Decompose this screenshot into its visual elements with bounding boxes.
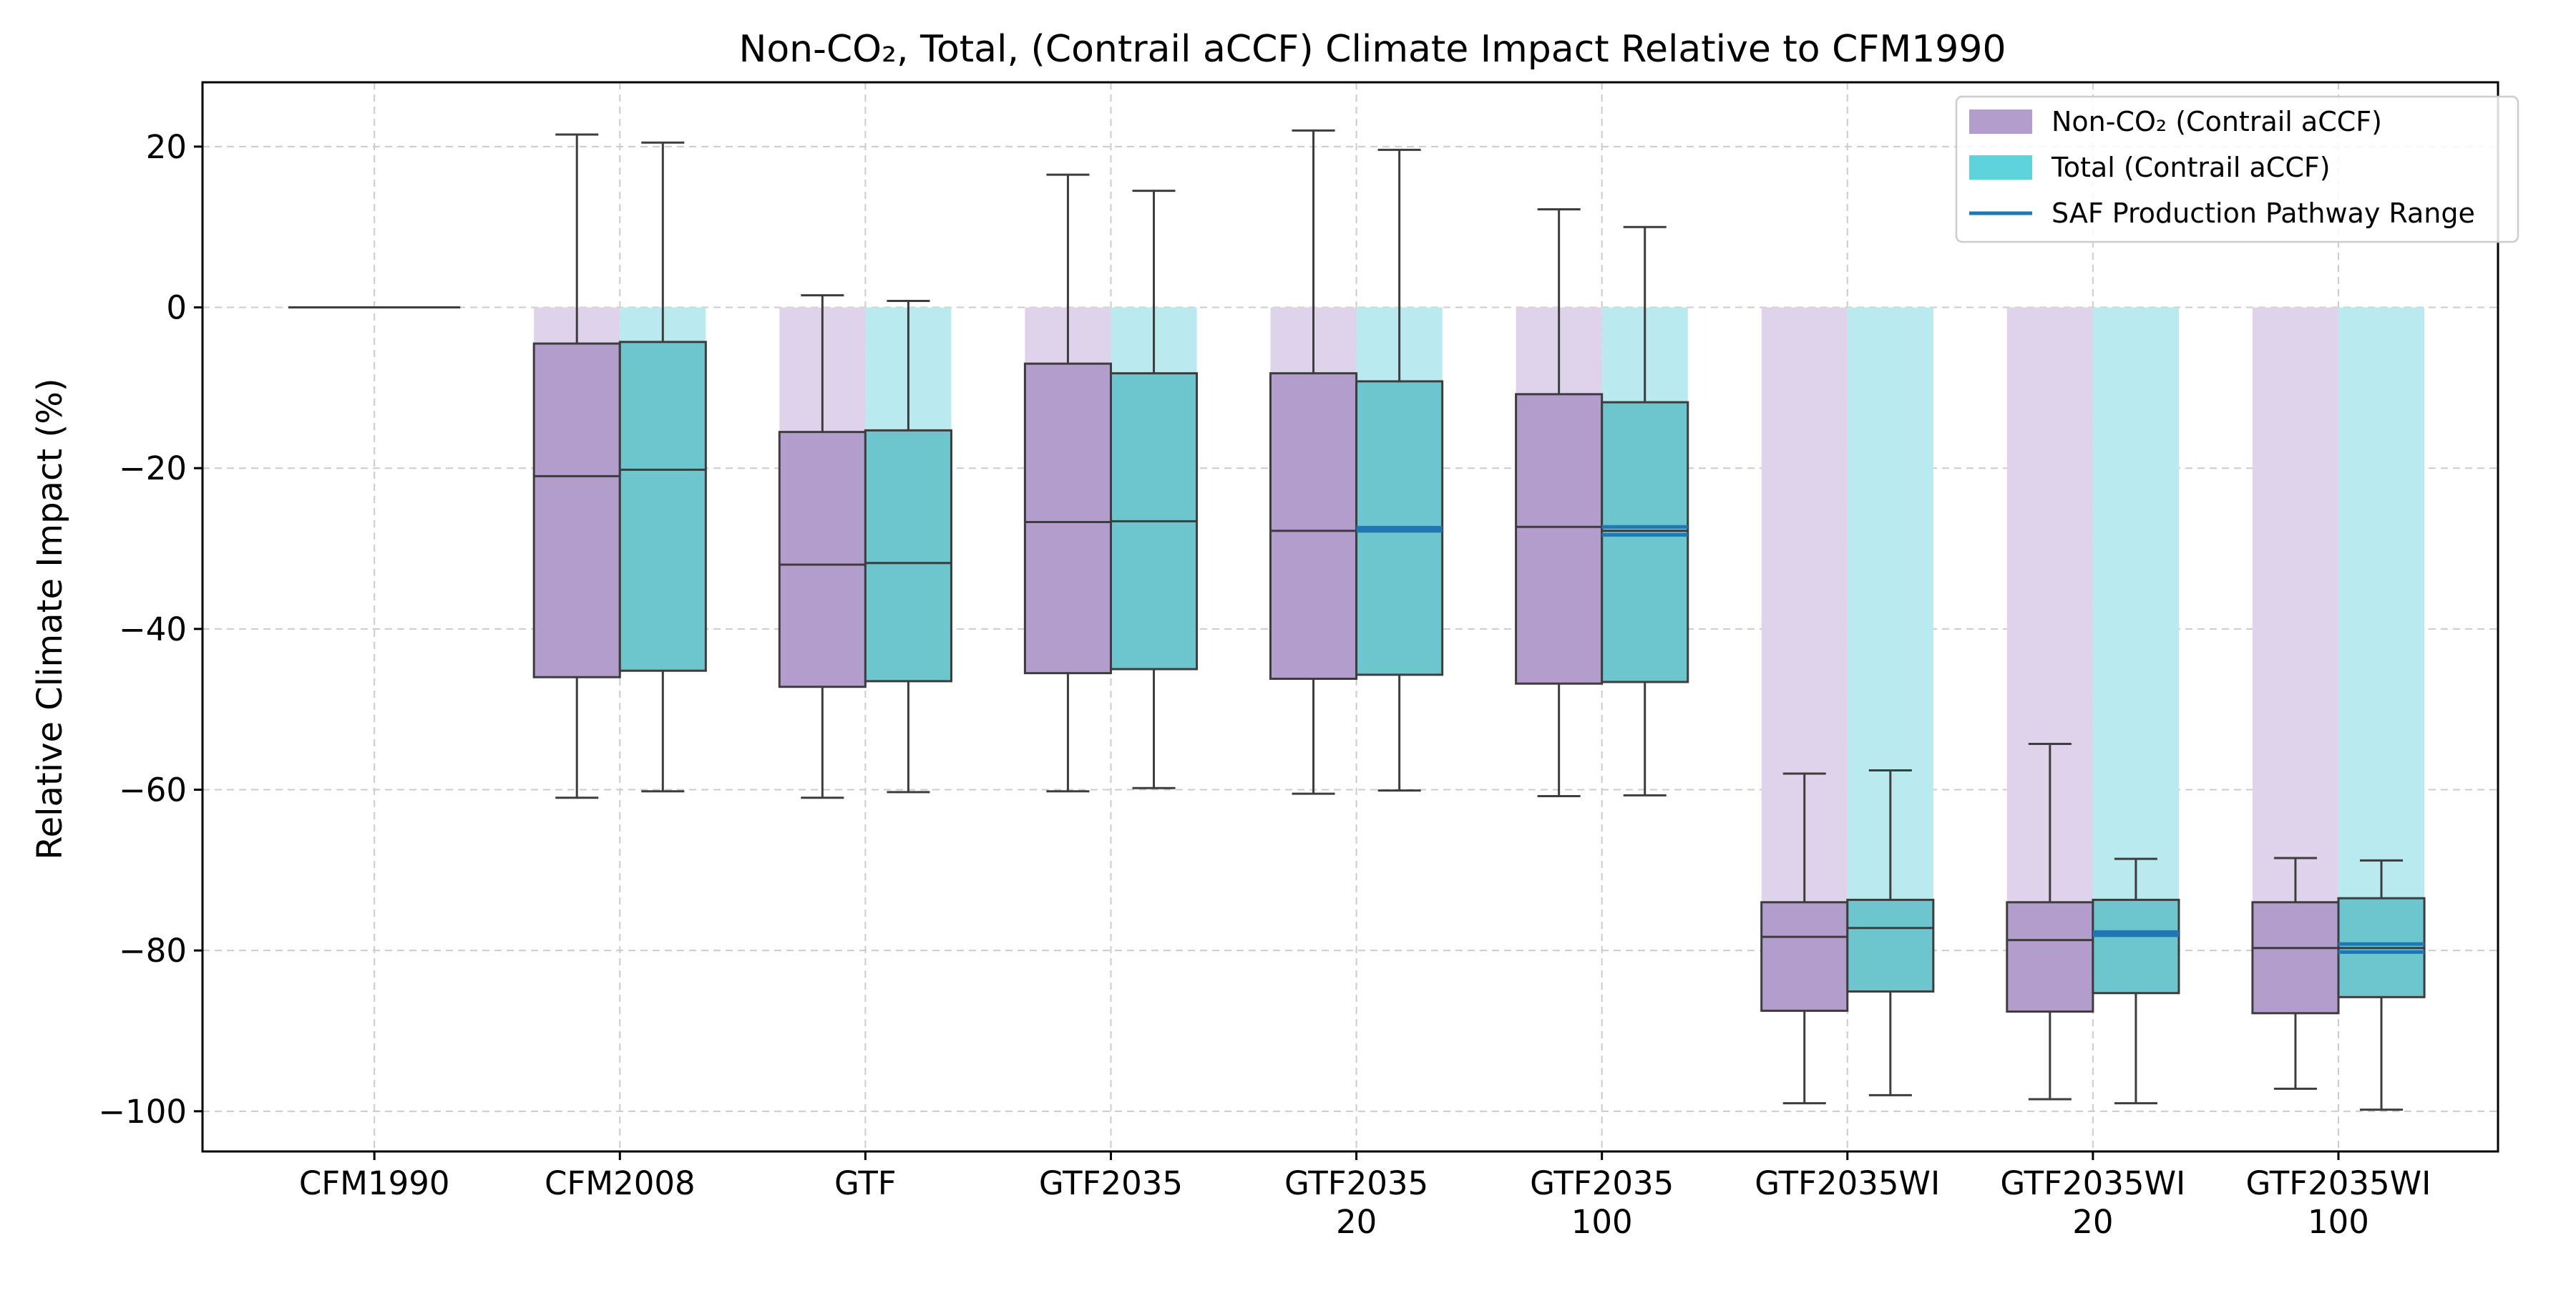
x-tick-label: 20 — [1336, 1203, 1377, 1241]
y-tick-label: −80 — [119, 932, 187, 970]
noco2-box — [2006, 901, 2094, 1013]
x-tick-label: GTF2035 — [1530, 1164, 1674, 1202]
y-tick-label: 0 — [166, 289, 187, 327]
x-tick-label: 20 — [2072, 1203, 2113, 1241]
noco2-box — [778, 431, 867, 688]
noco2-range-bar — [2252, 307, 2338, 902]
x-tick-label: GTF2035 — [1284, 1164, 1428, 1202]
total-box — [1846, 898, 1935, 993]
noco2-box — [532, 342, 621, 678]
y-axis-ticks: 20 0 −20 −40 −60 −80 −100 — [98, 128, 203, 1131]
legend-frame — [1955, 95, 2519, 243]
noco2-box — [2251, 901, 2340, 1015]
y-tick-label: 20 — [146, 128, 187, 166]
box-plots — [288, 129, 2426, 1111]
legend-label: Non-CO₂ (Contrail aCCF) — [2051, 106, 2382, 137]
x-tick-label: GTF2035WI — [2246, 1164, 2431, 1202]
noco2-box — [1760, 901, 1849, 1012]
x-tick-label: GTF — [834, 1164, 897, 1202]
total-range-bar — [2092, 307, 2179, 900]
y-axis-label: Relative Climate Impact (%) — [30, 378, 70, 859]
total-box — [2092, 898, 2180, 995]
total-box — [618, 341, 707, 672]
x-tick-label: GTF2035WI — [2000, 1164, 2185, 1202]
total-box — [1601, 401, 1689, 683]
y-tick-label: −40 — [119, 610, 187, 648]
y-tick-label: −100 — [98, 1093, 187, 1131]
total-range-bar — [2338, 307, 2425, 899]
y-tick-label: −60 — [119, 771, 187, 809]
x-tick-label: CFM1990 — [299, 1164, 450, 1202]
legend-swatch — [1969, 109, 2032, 134]
x-tick-label: GTF2035 — [1039, 1164, 1183, 1202]
noco2-box — [1269, 372, 1358, 680]
legend: Non-CO₂ (Contrail aCCF) Total (Contrail a… — [1955, 95, 2519, 243]
noco2-box — [1023, 362, 1112, 675]
y-tick-label: −20 — [119, 449, 187, 487]
legend-label: SAF Production Pathway Range — [2051, 198, 2475, 229]
plot-frame — [201, 81, 2499, 1153]
noco2-box — [1515, 393, 1604, 685]
x-axis-ticks: CFM1990 CFM2008 GTF GTF2035 GTF203520GTF2035… — [299, 1151, 2431, 1241]
legend-label: Total (Contrail aCCF) — [2051, 152, 2331, 183]
x-tick-label: 100 — [1571, 1203, 1633, 1241]
x-tick-label: CFM2008 — [545, 1164, 696, 1202]
chart-title: Non-CO₂, Total, (Contrail aCCF) Climate … — [738, 28, 2006, 71]
x-tick-label: GTF2035WI — [1755, 1164, 1940, 1202]
total-box — [864, 429, 952, 683]
legend-swatch — [1969, 155, 2032, 180]
saf-range-lines — [1356, 525, 2425, 954]
x-tick-label: 100 — [2308, 1203, 2369, 1241]
